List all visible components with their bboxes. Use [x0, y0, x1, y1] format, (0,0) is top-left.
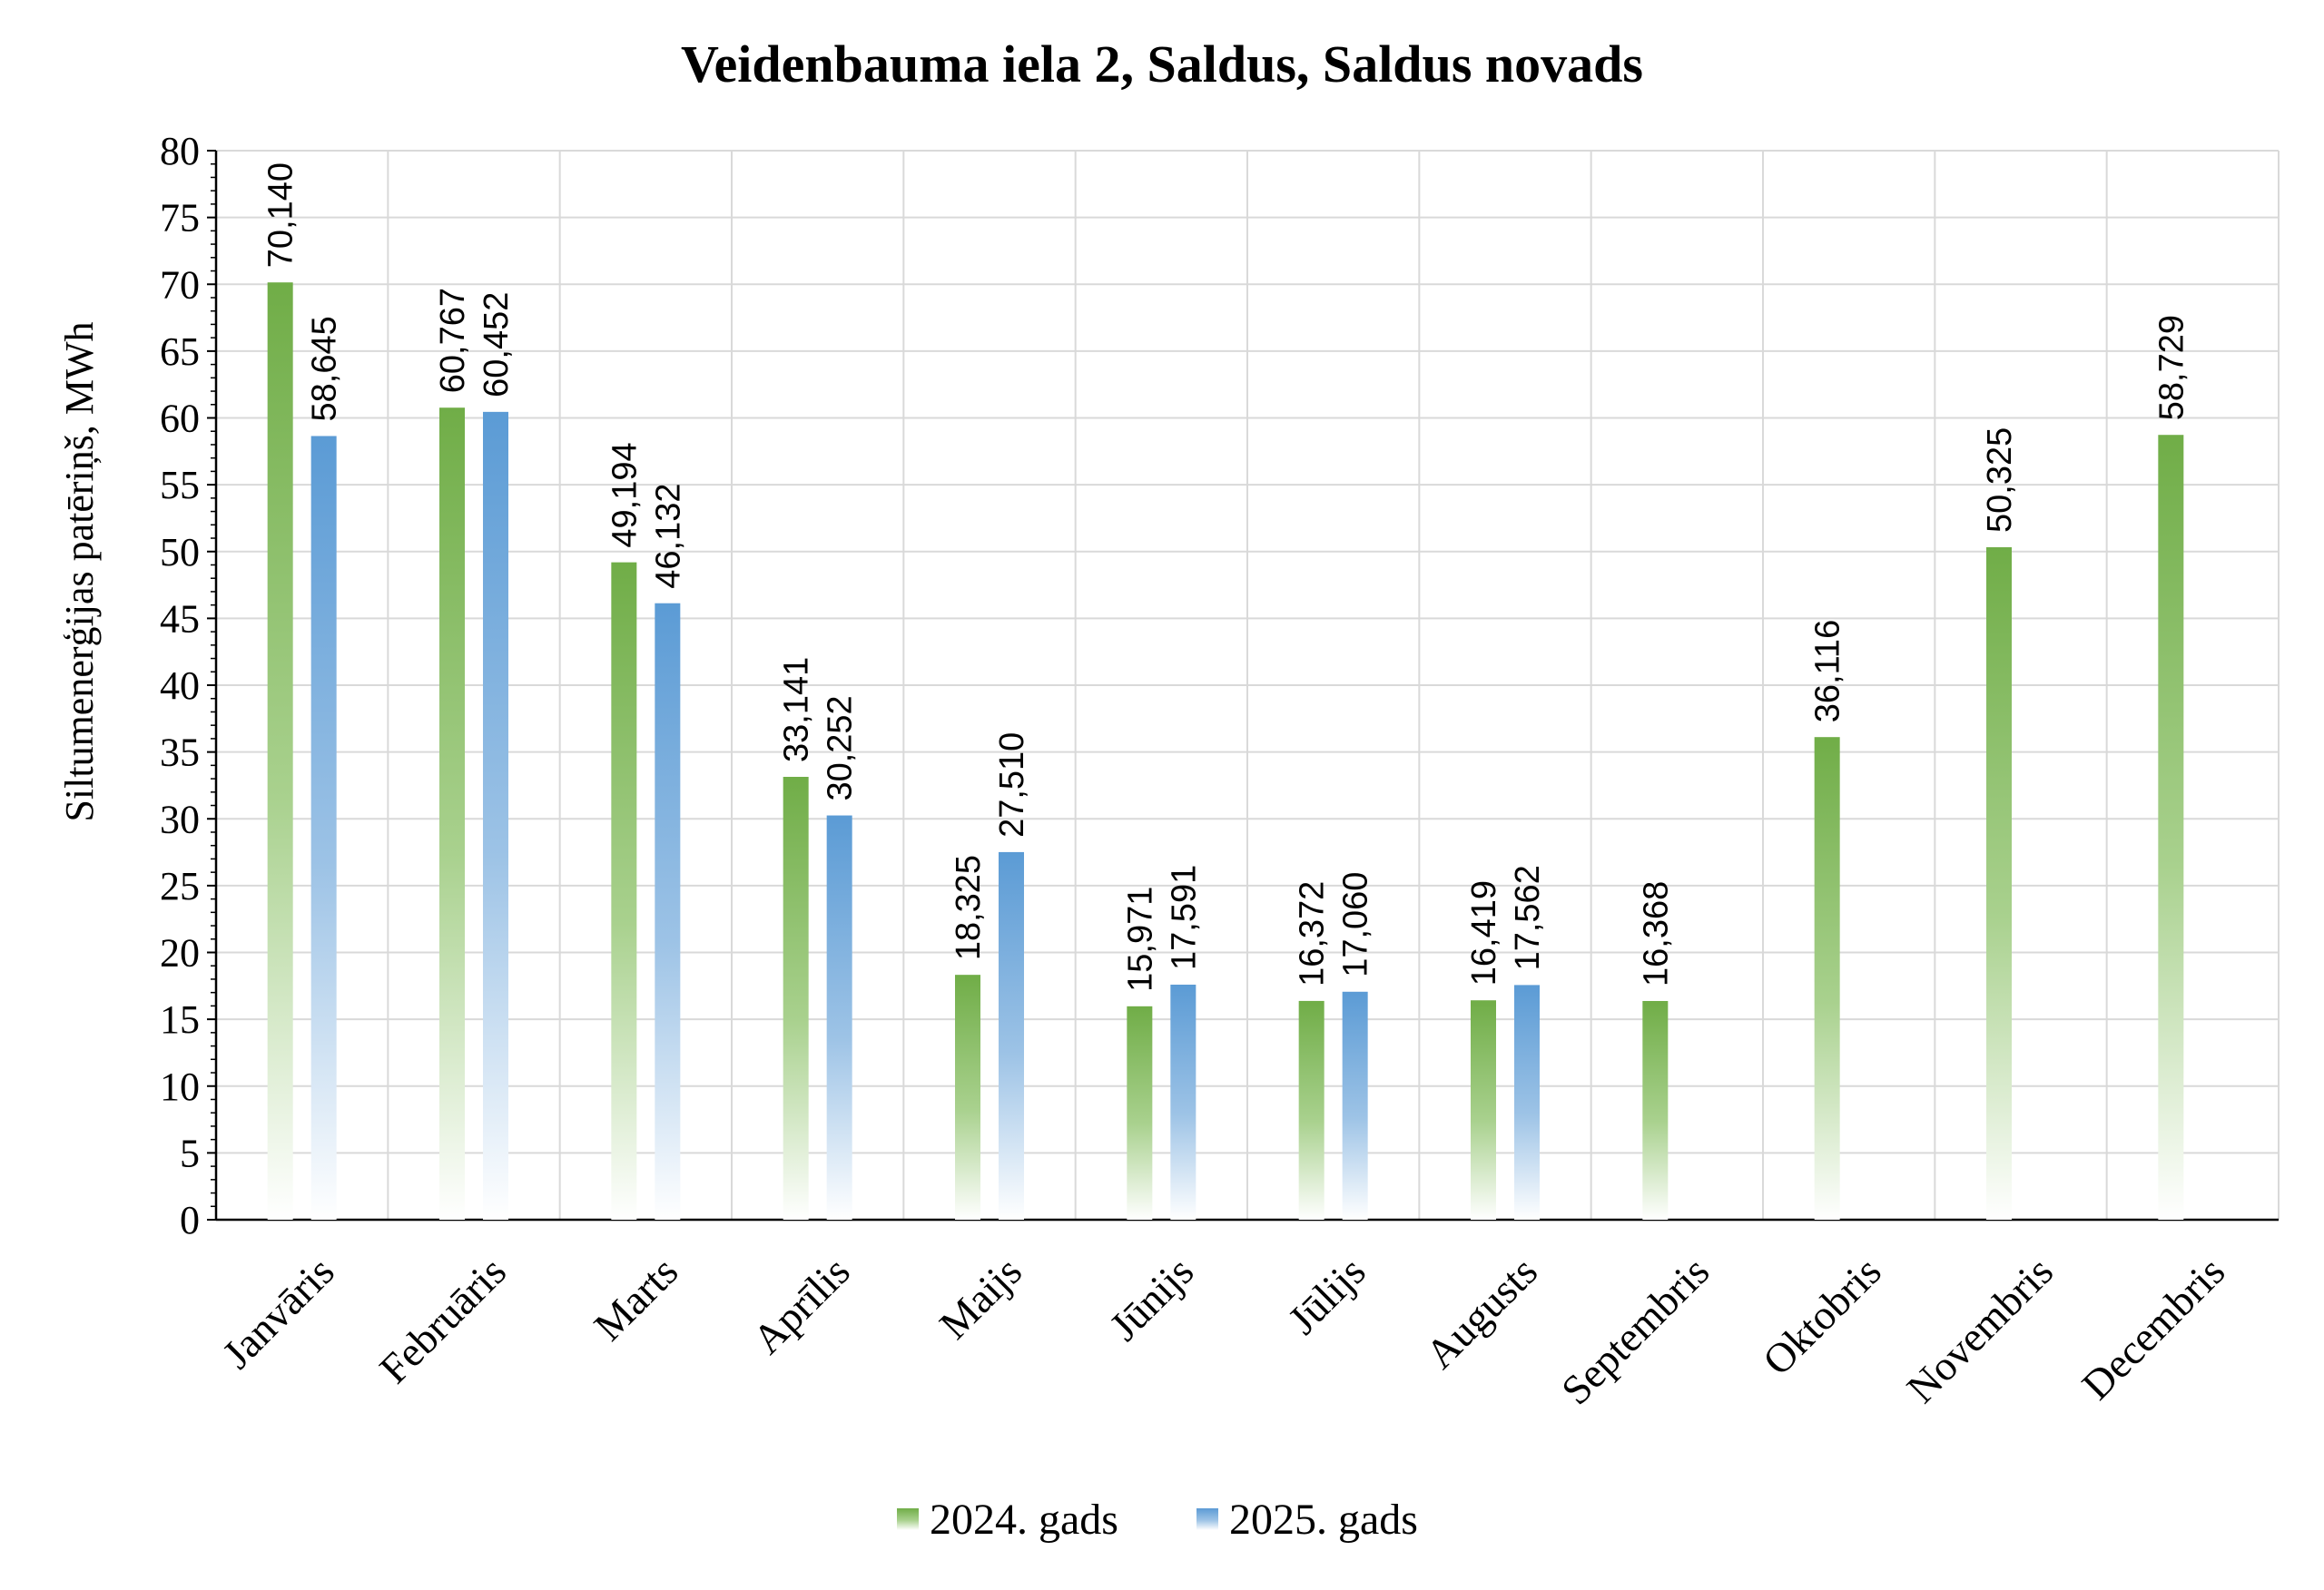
category-label: Augusts: [1416, 1248, 1546, 1378]
data-label: 27,510: [993, 732, 1031, 838]
y-tick-label: 40: [160, 663, 200, 708]
data-label: 17,060: [1337, 872, 1375, 977]
data-label: 17,591: [1165, 865, 1203, 970]
data-label: 36,116: [1809, 620, 1847, 722]
category-label: Janvāris: [213, 1248, 343, 1378]
data-label: 16,419: [1465, 880, 1503, 986]
bar-2024: [439, 407, 465, 1220]
y-tick-label: 65: [160, 329, 200, 374]
y-axis-label: Siltumenerģijas patēriņš, MWh: [57, 321, 102, 821]
y-tick-label: 75: [160, 196, 200, 240]
data-label: 58,729: [2152, 315, 2191, 420]
legend-swatch-2025: [1196, 1508, 1218, 1530]
data-label: 15,971: [1121, 887, 1159, 992]
data-labels: 70,140 58,645 60,767 60,452 49,194 46,132 33,1…: [262, 162, 2191, 992]
data-label: 70,140: [262, 162, 300, 268]
legend: 2024. gads 2025. gads: [897, 1496, 1418, 1544]
y-tick-label: 45: [160, 596, 200, 641]
data-label: 16,372: [1294, 881, 1332, 986]
gridlines: [216, 150, 2280, 1220]
data-label: 60,767: [434, 288, 472, 393]
data-label: 17,562: [1509, 865, 1547, 970]
category-label: Maijs: [931, 1248, 1030, 1348]
y-tick-label: 5: [180, 1131, 200, 1175]
category-label: Februāris: [370, 1248, 515, 1392]
bar-2024: [1471, 1000, 1496, 1220]
y-tick-label: 55: [160, 463, 200, 507]
category-label: Septembris: [1552, 1248, 1718, 1413]
bar-2024: [1298, 1000, 1324, 1220]
bar-2025: [1342, 991, 1368, 1220]
y-tick-label: 60: [160, 397, 200, 441]
legend-swatch-2024: [897, 1508, 919, 1530]
data-label: 58,645: [306, 316, 344, 421]
category-label: Novembris: [1897, 1248, 2062, 1412]
chart-title: Veidenbauma iela 2, Saldus, Saldus novad…: [681, 34, 1643, 93]
category-label: Jūlijs: [1279, 1248, 1374, 1343]
y-tick-label: 15: [160, 997, 200, 1042]
data-label: 50,325: [1981, 427, 2019, 533]
y-tick-label: 20: [160, 931, 200, 976]
category-label: Decembris: [2073, 1248, 2233, 1408]
category-label: Marts: [585, 1248, 686, 1350]
legend-label: 2024. gads: [930, 1496, 1118, 1544]
bar-2024: [1986, 546, 2012, 1220]
y-tick-label: 30: [160, 797, 200, 841]
y-tick-label: 70: [160, 262, 200, 307]
data-label: 16,368: [1637, 881, 1675, 986]
y-tick-label: 50: [160, 530, 200, 574]
bar-2024: [1127, 1006, 1153, 1220]
bar-2024: [611, 562, 637, 1220]
y-tick-label: 10: [160, 1065, 200, 1109]
legend-label: 2025. gads: [1229, 1496, 1418, 1544]
bar-2024: [2158, 435, 2184, 1221]
bar-2025: [1170, 984, 1196, 1220]
bar-2025: [999, 851, 1024, 1220]
bars: [267, 282, 2184, 1221]
bar-2024: [267, 282, 293, 1221]
y-tick-label: 35: [160, 731, 200, 775]
category-label: Aprīlis: [743, 1248, 858, 1362]
bar-2024: [783, 776, 809, 1220]
axes: 0 5 10 15 20 25 30 35 40 45 50 55 60 65 70 75 80: [160, 129, 2279, 1242]
bar-2025: [655, 603, 681, 1220]
y-tick-label: 0: [180, 1198, 200, 1242]
bar-2024: [1642, 1000, 1669, 1220]
bar-2024: [955, 975, 980, 1220]
bar-2025: [310, 436, 337, 1220]
data-label: 60,452: [478, 292, 516, 398]
bar-2024: [1814, 737, 1840, 1220]
data-label: 46,132: [649, 483, 687, 588]
category-label: Oktobris: [1754, 1248, 1890, 1384]
data-label: 30,252: [822, 695, 860, 800]
y-tick-label: 80: [160, 129, 200, 173]
category-labels: Janvāris Februāris Marts Aprīlis Maijs Jūnijs…: [213, 1248, 2233, 1413]
data-label: 49,194: [606, 442, 644, 547]
bar-2025: [1514, 985, 1540, 1220]
bar-2025: [483, 411, 508, 1220]
bar-2025: [826, 815, 852, 1220]
category-label: Jūnijs: [1100, 1248, 1202, 1350]
y-tick-label: 25: [160, 864, 200, 908]
data-label: 18,325: [950, 855, 988, 960]
data-label: 33,141: [778, 657, 816, 762]
